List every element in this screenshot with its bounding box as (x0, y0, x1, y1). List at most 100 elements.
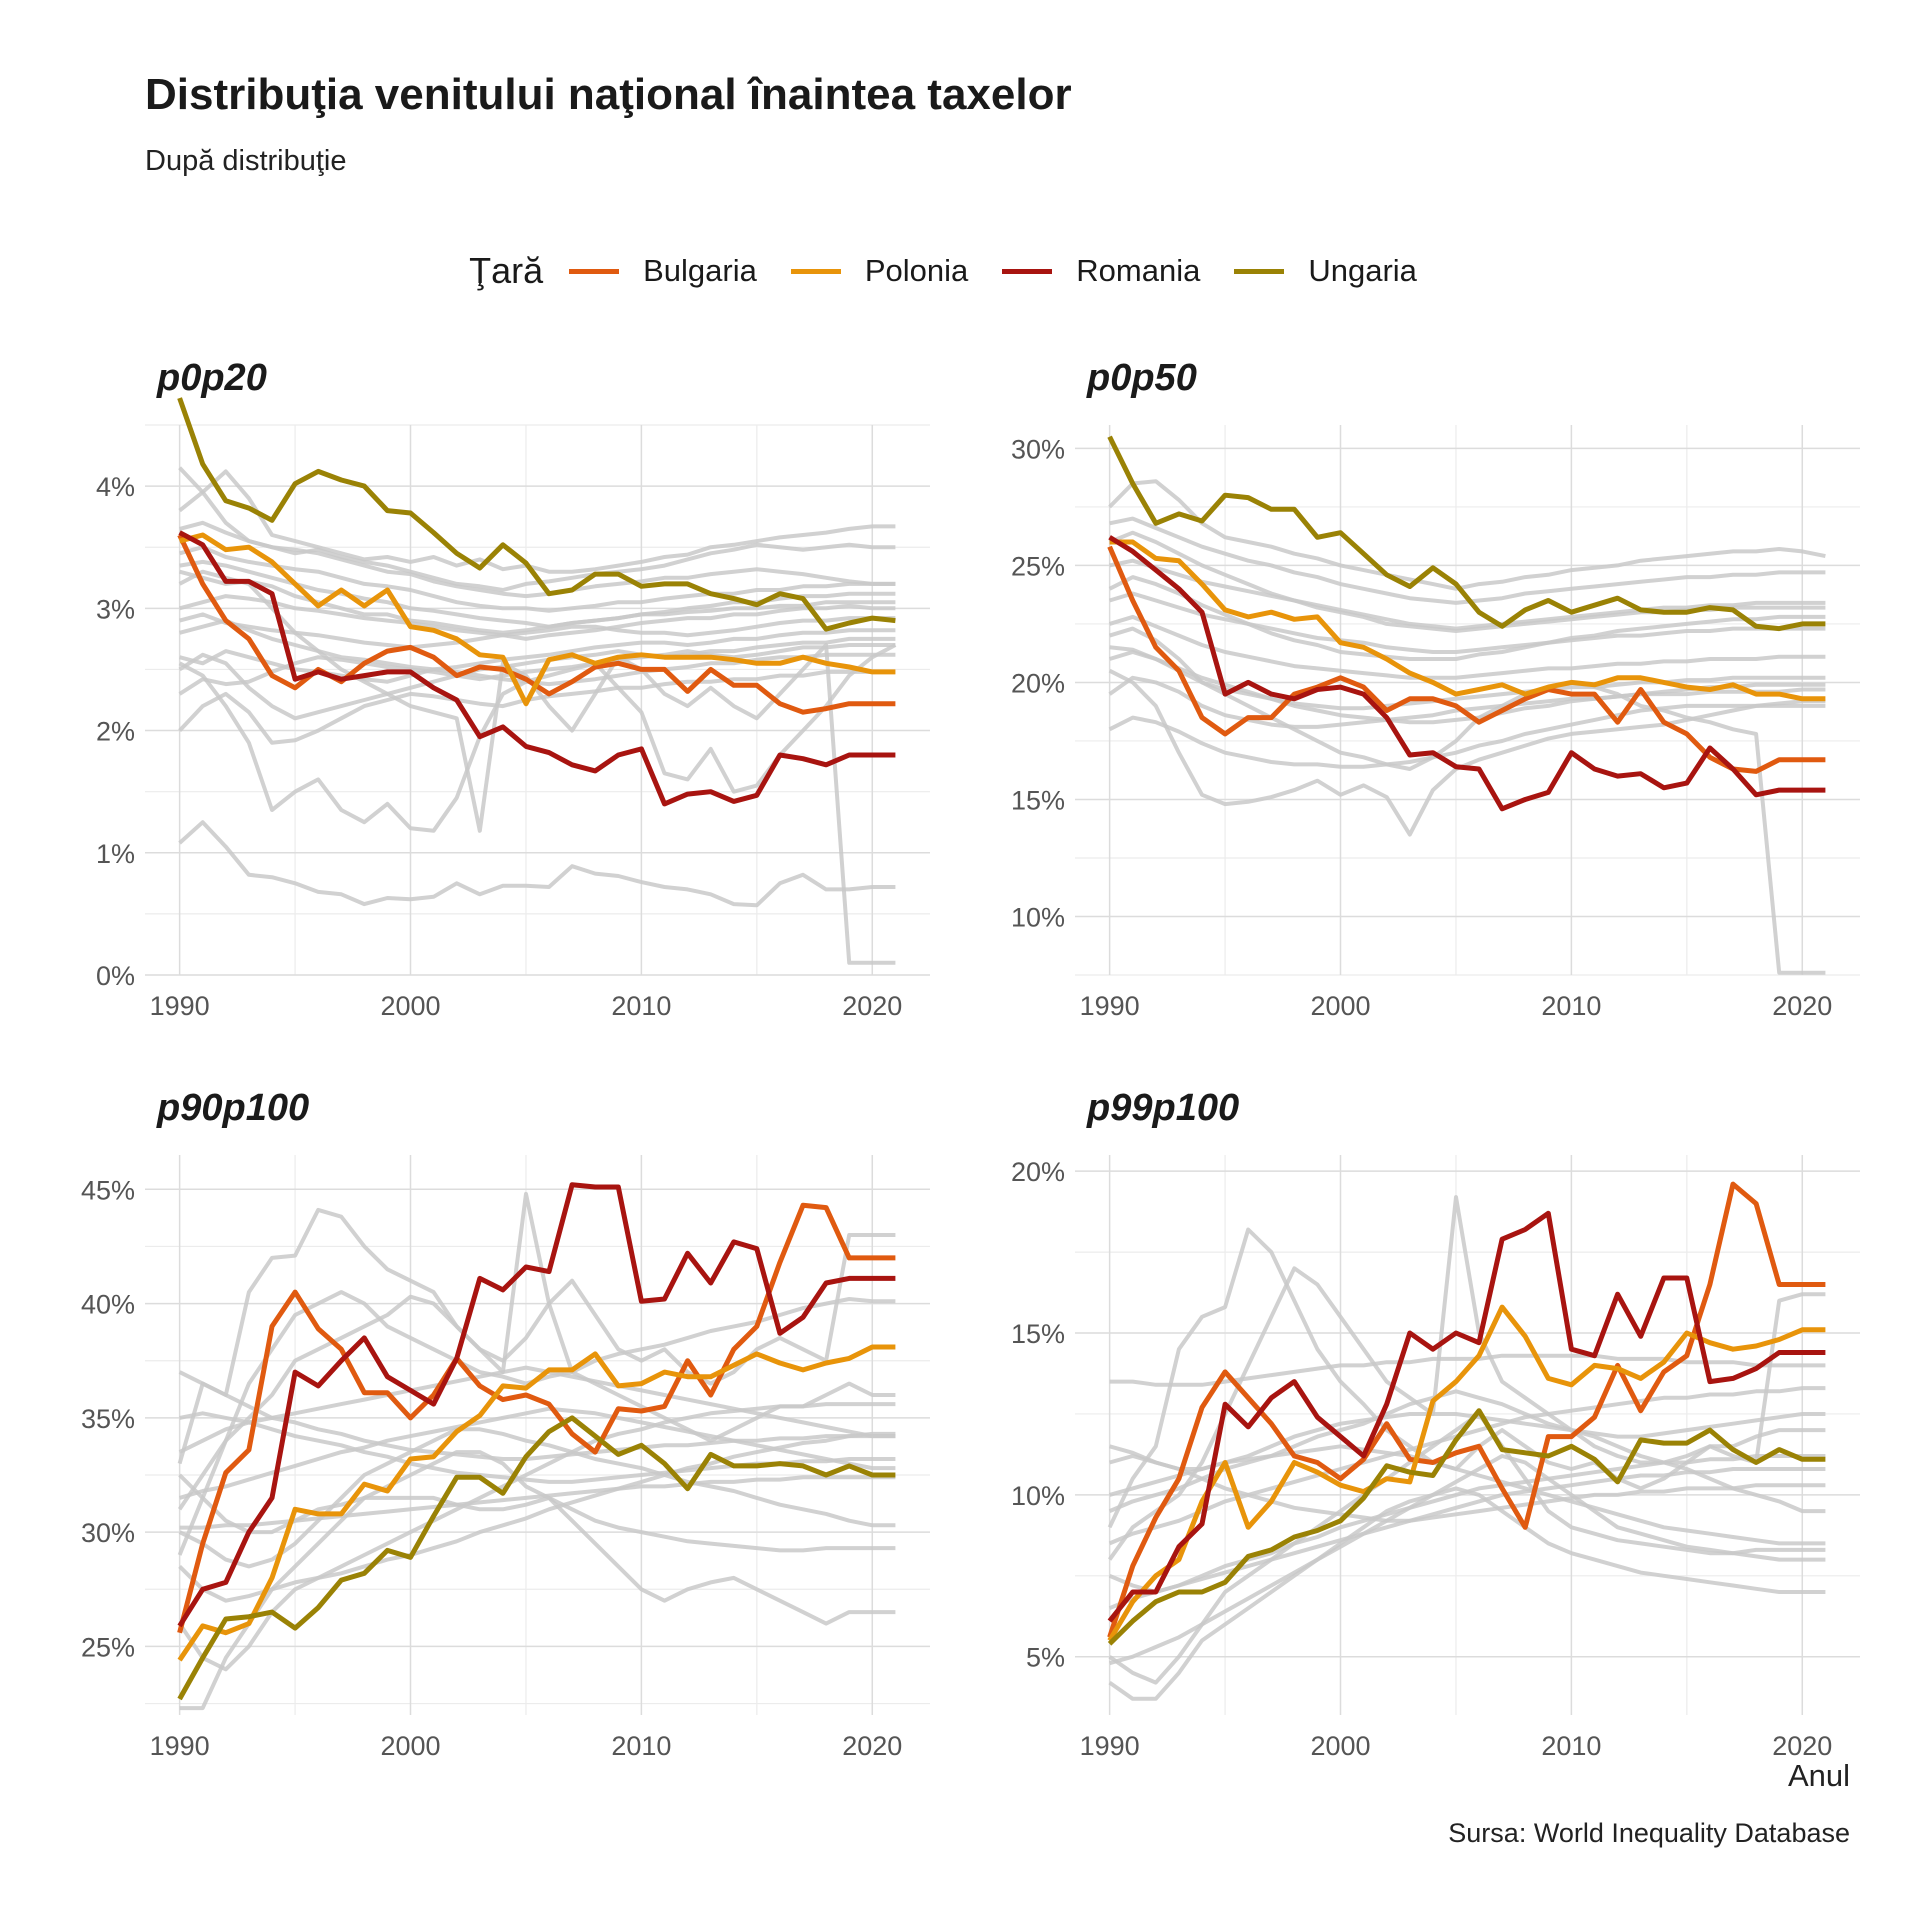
background-series-line (1108, 1467, 1826, 1611)
background-series-line (1108, 675, 1826, 729)
panel-title: p99p100 (1086, 1087, 1239, 1129)
y-tick-label: 25% (81, 1632, 135, 1662)
x-tick-label: 1990 (150, 991, 210, 1021)
background-series-line (178, 643, 896, 696)
background-series-line (179, 628, 896, 684)
background-series-line (1109, 1454, 1826, 1666)
legend-title: Ţară (469, 250, 544, 291)
background-series-line (1108, 1386, 1826, 1546)
chart-title: Distribuţia venitului naţional înaintea … (145, 70, 1072, 119)
x-axis-title: Anul (1787, 1758, 1850, 1793)
chart-subtitle: După distribuţie (145, 145, 347, 177)
x-tick-label: 1990 (1080, 991, 1140, 1021)
x-tick-label: 2010 (1541, 991, 1601, 1021)
x-tick-label: 2000 (380, 1731, 440, 1761)
background-series-line (178, 820, 896, 908)
y-tick-label: 30% (1011, 434, 1065, 464)
background-series-line (178, 1473, 896, 1626)
y-tick-label: 30% (81, 1518, 135, 1548)
x-tick-label: 2000 (1310, 1731, 1370, 1761)
background-series-line (1108, 575, 1826, 661)
legend: Ţară Bulgaria Polonia Romania Ungaria (0, 246, 1920, 296)
legend-swatch-bulgaria (569, 268, 620, 274)
background-series-line (178, 466, 896, 574)
background-series-line (179, 1406, 896, 1500)
x-tick-label: 1990 (150, 1731, 210, 1761)
legend-swatch-ungaria (1234, 268, 1285, 274)
background-series-line (1109, 614, 1826, 680)
background-series-line (1108, 1486, 1826, 1701)
legend-label-bulgaria: Bulgaria (643, 253, 757, 288)
x-tick-label: 2020 (1772, 991, 1832, 1021)
background-series-line (178, 643, 897, 833)
background-series-line (179, 569, 896, 635)
legend-item-polonia: Polonia (790, 253, 969, 289)
y-tick-label: 10% (1011, 902, 1065, 932)
legend-label-polonia: Polonia (864, 253, 969, 288)
y-tick-label: 15% (1011, 785, 1065, 815)
background-series-line (179, 520, 896, 599)
background-series-line (177, 1207, 896, 1465)
source-caption: Sursa: World Inequality Database (1448, 1818, 1850, 1848)
panel-p99p100: 1990 2000 2010 2020 5% 10% 15% 20% p99p100 (1011, 1087, 1860, 1761)
y-tick-label: 10% (1011, 1481, 1065, 1511)
y-tick-label: 2% (96, 717, 135, 747)
series-line-ungaria (177, 397, 896, 632)
legend-item-bulgaria: Bulgaria (569, 253, 757, 289)
y-tick-label: 4% (96, 472, 135, 502)
panel-p0p20: 1990 2000 2010 2020 0% 1% 2% 3% 4% p0p20 (96, 357, 930, 1021)
background-series-line (1109, 591, 1826, 654)
series-line-polonia (1109, 539, 1826, 702)
background-series-line (1109, 558, 1826, 631)
y-tick-label: 20% (1011, 668, 1065, 698)
series-line-polonia (177, 1344, 896, 1662)
legend-item-ungaria: Ungaria (1234, 253, 1417, 289)
y-tick-label: 5% (1026, 1643, 1065, 1673)
background-series-line (179, 594, 896, 641)
background-series-line (1108, 703, 1826, 769)
background-series-line (178, 1365, 896, 1454)
x-tick-label: 2020 (842, 991, 902, 1021)
series-line-romania (178, 530, 896, 807)
background-series-line (1108, 668, 1826, 837)
legend-swatch-romania (1002, 268, 1053, 274)
background-series-line (179, 612, 896, 650)
series-line-bulgaria (177, 1202, 896, 1634)
x-tick-label: 2010 (611, 1731, 671, 1761)
y-tick-label: 45% (81, 1175, 135, 1205)
background-series-line (1109, 1454, 1826, 1523)
x-tick-label: 2010 (611, 991, 671, 1021)
series-line-romania (177, 1182, 896, 1628)
legend-swatch-polonia (790, 268, 841, 274)
y-tick-label: 40% (81, 1290, 135, 1320)
x-tick-label: 2000 (380, 991, 440, 1021)
series-line-ungaria (1107, 1408, 1826, 1646)
panel-p0p50: 1990 2000 2010 2020 10% 15% 20% 25% 30% p0p50 (1011, 357, 1860, 1021)
background-series-line (178, 636, 896, 721)
y-tick-label: 0% (96, 961, 135, 991)
series-line-bulgaria (1107, 1181, 1826, 1639)
y-tick-label: 3% (96, 594, 135, 624)
background-series-line (1108, 479, 1826, 591)
panel-p90p100: 1990 2000 2010 2020 25% 30% 35% 40% 45% p90p100 (81, 1087, 930, 1761)
x-tick-label: 2020 (1772, 1731, 1832, 1761)
panel-title: p0p20 (156, 357, 267, 399)
x-tick-label: 2000 (1310, 991, 1370, 1021)
background-series-line (179, 1450, 896, 1711)
y-tick-label: 15% (1011, 1319, 1065, 1349)
background-series-line (178, 1370, 896, 1461)
background-series-line (179, 545, 896, 613)
y-tick-label: 35% (81, 1404, 135, 1434)
series-line-ungaria (1107, 435, 1826, 632)
background-series-line (178, 669, 896, 745)
background-series-line (177, 1402, 896, 1672)
background-series-line (178, 490, 896, 592)
legend-label-romania: Romania (1076, 253, 1201, 288)
background-series-line (1109, 1444, 1826, 1546)
series-line-romania (1108, 535, 1826, 812)
series-line-ungaria (177, 1415, 896, 1701)
y-tick-label: 25% (1011, 551, 1065, 581)
y-tick-label: 20% (1011, 1157, 1065, 1187)
y-tick-label: 1% (96, 839, 135, 869)
